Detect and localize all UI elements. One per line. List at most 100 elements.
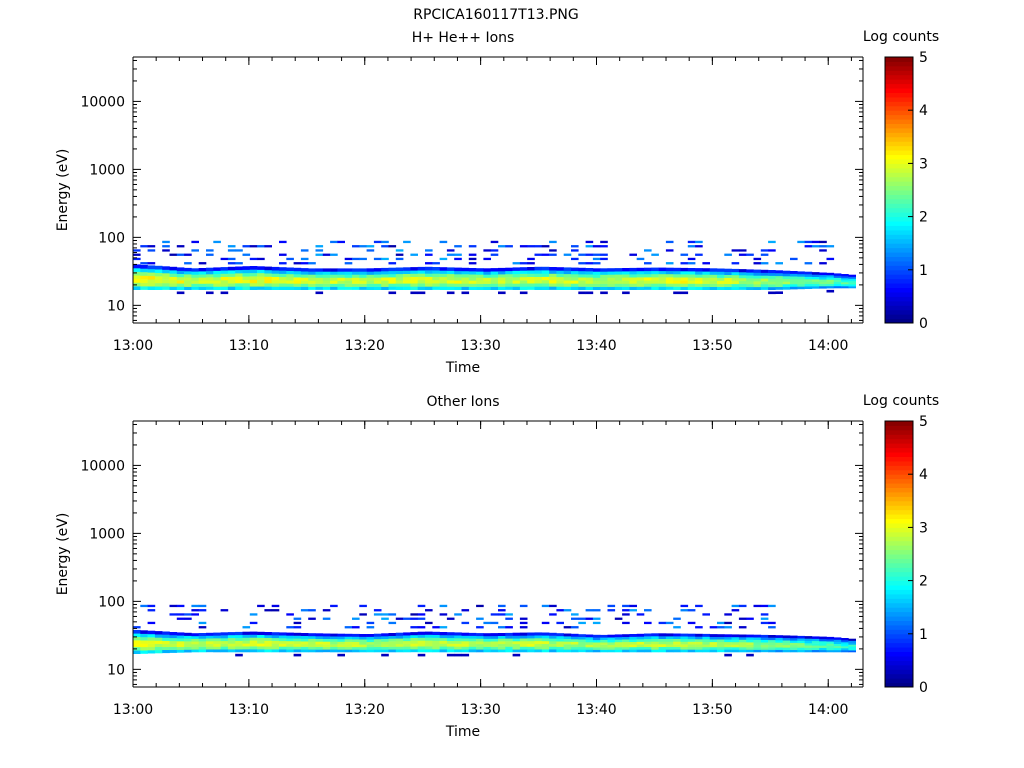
heatmap-cell [308, 268, 316, 272]
heatmap-cell [505, 638, 513, 642]
heatmap-cell [227, 635, 236, 639]
heatmap-cell [790, 635, 798, 639]
heatmap-cell [848, 286, 856, 289]
heatmap-cell [206, 274, 214, 278]
heatmap-cell [257, 631, 265, 635]
heatmap-cell [140, 264, 148, 269]
heatmap-cell [680, 644, 689, 647]
heatmap-cell [176, 286, 185, 290]
heatmap-cell [746, 644, 754, 648]
heatmap-cell [578, 271, 586, 275]
heatmap-cell [724, 286, 732, 290]
heatmap-cell [227, 262, 236, 265]
heatmap-cell [804, 640, 813, 644]
heatmap-cell [154, 649, 163, 654]
heatmap-cell [505, 270, 513, 275]
heatmap-cell [337, 283, 345, 287]
heatmap-cell [556, 283, 564, 287]
heatmap-cell [446, 635, 455, 639]
heatmap-cell [308, 280, 316, 284]
heatmap-cell [600, 253, 608, 256]
heatmap-cell [388, 291, 397, 295]
heatmap-cell [607, 271, 616, 275]
heatmap-cell [461, 635, 470, 639]
heatmap-cell [264, 643, 272, 647]
heatmap-cell [454, 273, 462, 278]
heatmap-cell [198, 604, 207, 608]
heatmap-cell [293, 632, 302, 636]
heatmap-cell [738, 649, 747, 653]
heatmap-cell [154, 286, 163, 290]
heatmap-cell [184, 632, 192, 636]
colorbar-segment [885, 216, 913, 222]
heatmap-cell [417, 604, 426, 608]
heatmap-cell [133, 650, 141, 654]
heatmap-cell [249, 637, 258, 641]
colorbar-segment [885, 287, 913, 293]
heatmap-cell [665, 270, 674, 275]
heatmap-cell [556, 280, 564, 284]
heatmap-cell [191, 240, 199, 244]
heatmap-cell [782, 640, 791, 643]
colorbar-segment [885, 540, 913, 546]
heatmap-cell [359, 257, 367, 261]
heatmap-cell [804, 636, 813, 639]
heatmap-cell [519, 643, 528, 647]
heatmap-cell [162, 640, 170, 644]
heatmap-cell [768, 647, 776, 650]
heatmap-cell [527, 638, 535, 642]
heatmap-cell [490, 649, 499, 653]
heatmap-cell [658, 633, 667, 637]
heatmap-cell [235, 286, 243, 290]
heatmap-cell [738, 269, 747, 273]
heatmap-cell [571, 649, 579, 653]
heatmap-cell [673, 636, 681, 639]
heatmap-cell [439, 613, 448, 616]
heatmap-cell [293, 638, 302, 642]
heatmap-cell [213, 643, 221, 647]
heatmap-cell [680, 604, 689, 608]
heatmap-cell [439, 632, 448, 636]
heatmap-cell [315, 646, 324, 650]
heatmap-cell [154, 272, 163, 277]
heatmap-cell [454, 635, 462, 639]
heatmap-cell [293, 643, 302, 647]
heatmap-cell [206, 249, 214, 252]
heatmap-cell [468, 253, 477, 256]
heatmap-cell [731, 277, 740, 282]
heatmap-cell [410, 270, 418, 274]
heatmap-cell [651, 644, 659, 647]
heatmap-cell [213, 270, 221, 275]
heatmap-cell [483, 257, 491, 261]
heatmap-cell [461, 267, 470, 272]
heatmap-cell [738, 617, 747, 620]
heatmap-cell [519, 273, 528, 278]
heatmap-cell [571, 273, 579, 278]
heatmap-cell [556, 286, 564, 290]
heatmap-cell [147, 650, 156, 654]
heatmap-cell [498, 271, 506, 275]
heatmap-cell [417, 286, 426, 290]
heatmap-cell [505, 277, 513, 281]
heatmap-cell [826, 647, 835, 651]
heatmap-cell [724, 639, 732, 643]
colorbar-segment [885, 647, 913, 653]
heatmap-cell [658, 280, 667, 284]
heatmap-cell [614, 271, 623, 275]
heatmap-cell [505, 613, 513, 616]
heatmap-cell [381, 649, 389, 653]
heatmap-cell [760, 286, 769, 290]
heatmap-cell [388, 262, 397, 265]
heatmap-cell [804, 279, 813, 282]
heatmap-cell [293, 270, 302, 275]
heatmap-cell [279, 273, 287, 278]
heatmap-cell [352, 636, 360, 640]
heatmap-cell [578, 280, 586, 284]
heatmap-cell [790, 276, 798, 280]
heatmap-cell [797, 640, 805, 644]
heatmap-cell [154, 265, 163, 270]
heatmap-cell [826, 245, 835, 248]
colorbar-segment [885, 434, 913, 440]
colorbar-segment [885, 593, 913, 599]
